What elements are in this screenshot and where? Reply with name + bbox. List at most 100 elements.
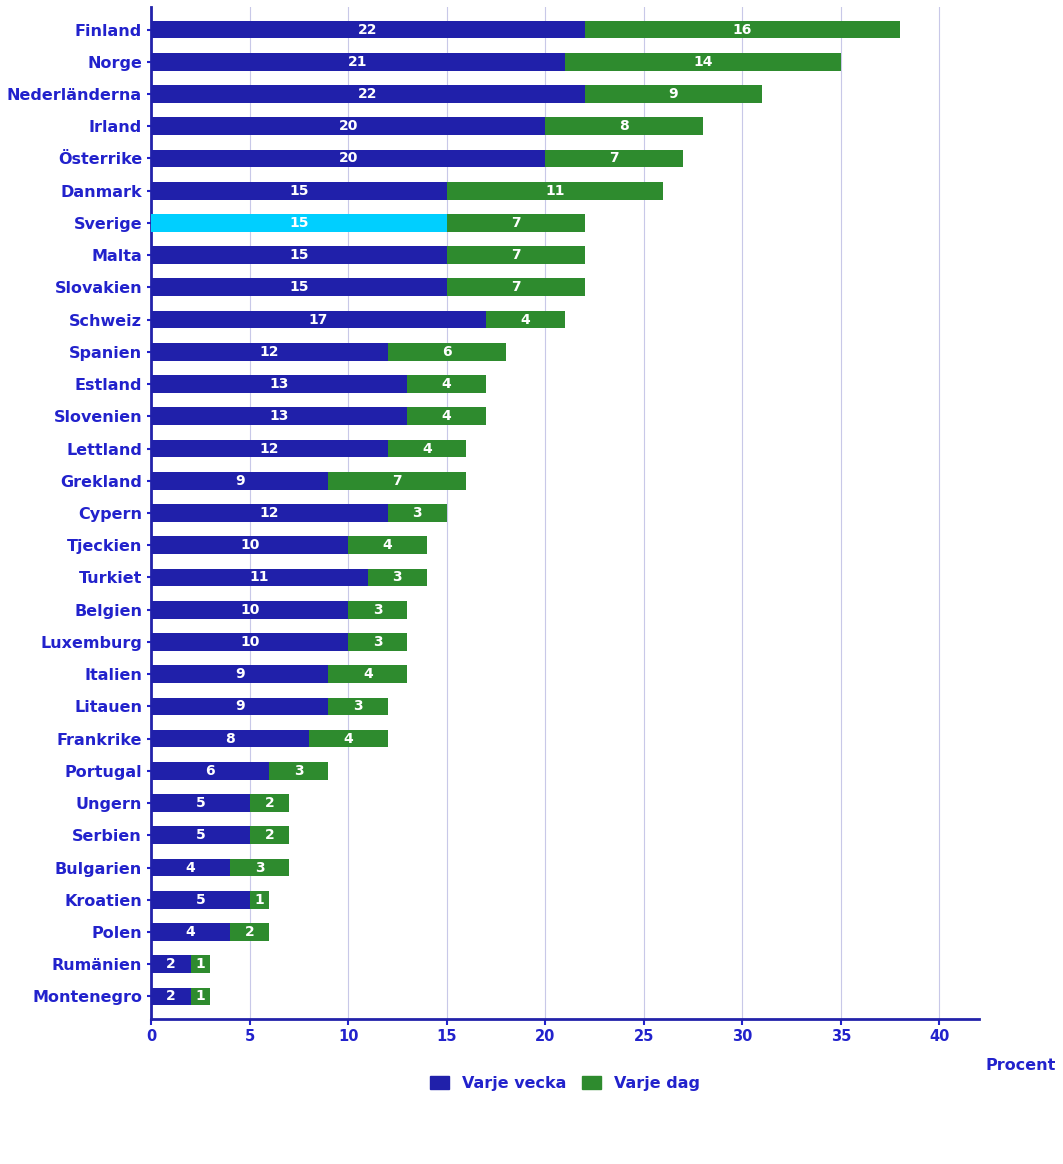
Text: Procent: Procent [985,1058,1056,1073]
Bar [585,85,762,102]
Bar [190,987,210,1006]
Text: 12: 12 [259,441,280,455]
Bar [349,633,407,651]
Bar [151,52,564,71]
Text: 2: 2 [166,957,175,971]
Bar [151,311,486,328]
Text: 22: 22 [358,87,377,101]
Bar [349,537,427,554]
Bar [151,471,328,490]
Bar [446,182,663,199]
Bar [151,407,407,425]
Text: 22: 22 [358,22,377,36]
Text: 4: 4 [422,441,432,455]
Text: 15: 15 [289,248,308,262]
Bar [151,890,250,909]
Bar [230,859,289,876]
Text: 1: 1 [196,957,205,971]
Bar [151,278,446,296]
Text: 3: 3 [373,603,383,617]
Bar [388,440,467,457]
Text: 20: 20 [338,151,358,165]
Bar [151,440,388,457]
Text: 2: 2 [265,829,274,843]
Text: 10: 10 [240,634,259,648]
Bar [151,343,388,361]
Text: 11: 11 [250,570,269,584]
Bar [151,149,545,168]
Bar [446,278,585,296]
Bar [151,375,407,393]
Bar [151,730,308,747]
Bar [190,956,210,973]
Bar [250,794,289,812]
Text: 20: 20 [338,119,358,133]
Text: 6: 6 [442,345,452,359]
Text: 10: 10 [240,603,259,617]
Bar [230,923,269,941]
Bar [151,601,349,618]
Bar [388,343,506,361]
Text: 7: 7 [511,248,521,262]
Bar [446,247,585,264]
Bar [151,504,388,521]
Bar [151,85,585,102]
Text: 15: 15 [289,281,308,294]
Bar [407,375,486,393]
Bar [545,149,684,168]
Bar [151,923,230,941]
Text: 3: 3 [373,634,383,648]
Bar [328,471,467,490]
Legend: Varje vecka, Varje dag: Varje vecka, Varje dag [423,1070,707,1096]
Text: 12: 12 [259,506,280,520]
Text: 13: 13 [270,377,289,391]
Bar [151,182,446,199]
Bar [151,21,585,38]
Text: 1: 1 [255,893,265,907]
Text: 10: 10 [240,538,259,552]
Text: 15: 15 [289,184,308,198]
Text: 17: 17 [309,313,328,327]
Bar [486,311,564,328]
Bar [151,633,349,651]
Text: 12: 12 [259,345,280,359]
Text: 8: 8 [619,119,629,133]
Text: 7: 7 [609,151,619,165]
Text: 9: 9 [235,700,244,714]
Bar [328,666,407,683]
Bar [446,214,585,232]
Text: 3: 3 [412,506,422,520]
Bar [151,987,190,1006]
Text: 15: 15 [289,215,308,230]
Text: 13: 13 [270,410,289,424]
Text: 7: 7 [392,474,402,488]
Text: 4: 4 [186,860,196,874]
Text: 2: 2 [244,925,254,939]
Text: 7: 7 [511,215,521,230]
Text: 11: 11 [545,184,564,198]
Bar [308,730,388,747]
Bar [151,118,545,135]
Bar [151,762,269,780]
Text: 4: 4 [521,313,530,327]
Bar [250,890,269,909]
Bar [388,504,446,521]
Text: 1: 1 [196,989,205,1003]
Bar [585,21,900,38]
Text: 8: 8 [225,732,235,746]
Bar [151,697,328,715]
Text: 3: 3 [255,860,265,874]
Bar [269,762,328,780]
Text: 16: 16 [732,22,752,36]
Bar [545,118,703,135]
Bar [368,568,427,587]
Text: 4: 4 [442,377,452,391]
Bar [349,601,407,618]
Bar [151,666,328,683]
Bar [151,859,230,876]
Text: 5: 5 [196,829,205,843]
Text: 7: 7 [511,281,521,294]
Text: 4: 4 [186,925,196,939]
Text: 3: 3 [294,764,304,778]
Text: 3: 3 [353,700,362,714]
